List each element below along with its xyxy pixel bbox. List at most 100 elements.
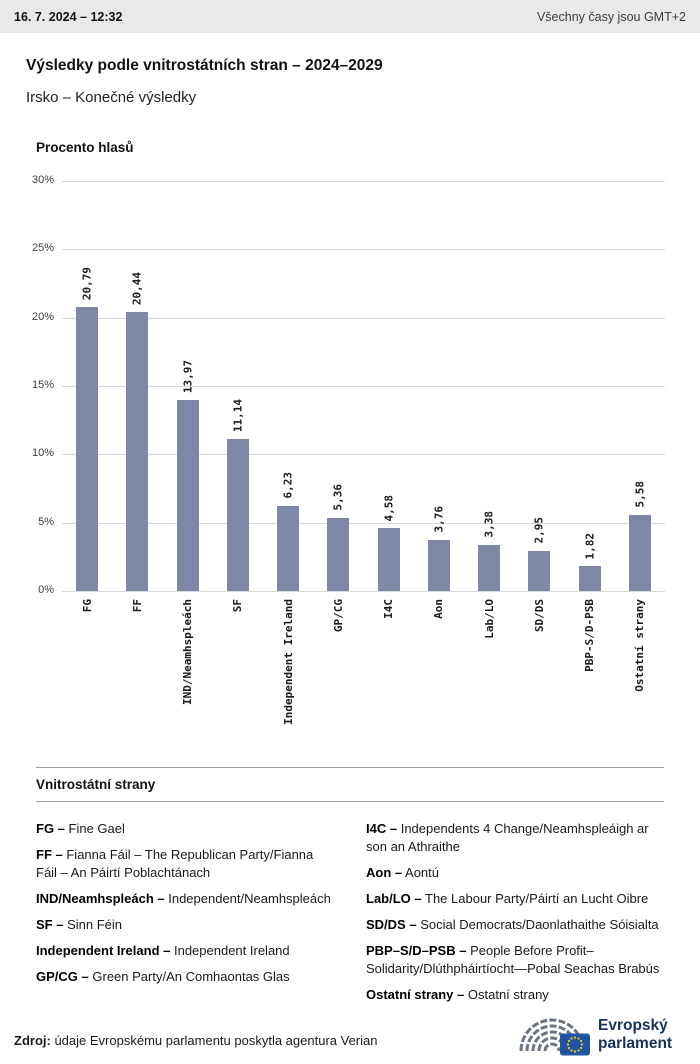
bar-value-label: 6,23 (281, 472, 295, 499)
x-axis-label-text: SD/DS (532, 599, 546, 633)
x-axis-label: Aon (414, 599, 464, 739)
bar (377, 528, 400, 591)
x-axis-label: FF (112, 599, 162, 739)
y-axis-tick: 20% (31, 310, 54, 323)
eu-flag-icon (560, 1033, 590, 1056)
legend-name: Independent Ireland (173, 942, 290, 958)
x-axis-label-text: Lab/LO (482, 599, 496, 639)
bar-value-label: 13,97 (181, 359, 195, 394)
bar-slot: 20,79 (62, 181, 112, 591)
bar-value-label: 1,82 (583, 532, 597, 560)
gridline (62, 181, 665, 182)
page-subtitle: Irsko – Konečné výsledky (26, 89, 197, 106)
legend-item: FG – Fine Gael (36, 820, 334, 838)
y-axis-tick: 15% (31, 379, 54, 391)
x-axis-label-text: SF (231, 599, 245, 613)
bar-slot: 3,76 (414, 181, 464, 591)
legend-name: Independents 4 Change/Neamhspleáigh ar s… (366, 821, 649, 854)
x-axis-label: SD/DS (514, 599, 564, 739)
bar (176, 400, 199, 591)
legend-name: Green Party/An Comhaontas Glas (92, 968, 290, 984)
x-axis-label-text: GP/CG (331, 599, 345, 633)
x-axis-label-text: Independent Ireland (281, 599, 295, 725)
x-axis-label: SF (213, 599, 263, 739)
legend-item: IND/Neamhspleách – Independent/Neamhsple… (36, 890, 334, 908)
legend-abbr: GP/CG – (36, 968, 89, 984)
legend-name: Sinn Féin (67, 916, 123, 932)
x-axis-label: Ostatní strany (615, 599, 665, 739)
bar-value-label: 20,79 (80, 266, 94, 300)
bar-value-label: 11,14 (231, 398, 245, 432)
bar (528, 550, 551, 591)
legend-abbr: Independent Ireland – (36, 942, 171, 958)
gridline (62, 522, 665, 524)
bar-slot: 20,44 (112, 181, 162, 591)
legend-item: Lab/LO – The Labour Party/Páirtí an Luch… (366, 890, 664, 908)
gridline (62, 317, 665, 319)
legend-abbr: SD/DS – (366, 916, 417, 932)
bar-slot: 3,38 (464, 181, 514, 591)
bar-value-label: 5,36 (331, 484, 345, 511)
legend-item: PBP–S/D–PSB – People Before Profit–Solid… (366, 942, 664, 978)
bar-chart: 20,79 20,44 13,97 11,14 6,23 5,36 4,58 3,76 3,38… (0, 171, 700, 731)
legend-name: Fine Gael (68, 821, 125, 836)
legend-column-right: I4C – Independents 4 Change/Neamhspleáig… (366, 820, 664, 1012)
topbar-datetime: 16. 7. 2024 – 12:32 (14, 9, 123, 24)
legend-abbr: IND/Neamhspleách – (36, 890, 165, 906)
logo-text: Evropský parlament (598, 1017, 672, 1052)
bar (578, 566, 601, 591)
legend-name: The Labour Party/Páirtí an Lucht Oibre (425, 890, 649, 906)
legend-item: GP/CG – Green Party/An Comhaontas Glas (36, 968, 334, 986)
x-axis-label-text: Ostatní strany (633, 599, 647, 692)
x-axis-label-text: PBP-S/D-PSB (583, 599, 597, 672)
legend-abbr: I4C – (366, 821, 398, 836)
bar-slot: 4,58 (364, 181, 414, 591)
legend-item: Aon – Aontú (366, 864, 664, 882)
x-axis-label: FG (62, 599, 112, 739)
bar (226, 438, 249, 591)
bar-slot: 11,14 (213, 181, 263, 591)
x-axis-label: PBP-S/D-PSB (565, 599, 615, 739)
legend-item: FF – Fianna Fáil – The Republican Party/… (36, 846, 334, 882)
gridline (62, 386, 665, 387)
page-title: Výsledky podle vnitrostátních stran – 20… (26, 57, 383, 74)
bar-slot: 1,82 (565, 181, 615, 591)
bar-value-label: 3,76 (432, 506, 446, 533)
x-axis-label: Lab/LO (464, 599, 514, 739)
y-axis-tick: 5% (38, 515, 54, 528)
title-block: Výsledky podle vnitrostátních stran – 20… (26, 57, 674, 106)
legend-item: Ostatní strany – Ostatní strany (366, 986, 664, 1004)
legend-name: Social Democrats/Daonlathaithe Sóisialta (420, 916, 659, 932)
legend-abbr: Lab/LO – (366, 890, 422, 906)
x-axis-label: Independent Ireland (263, 599, 313, 739)
bar (628, 514, 651, 591)
bar-slot: 5,58 (615, 181, 665, 591)
x-axis-label-text: FG (80, 599, 94, 613)
legend-item: SD/DS – Social Democrats/Daonlathaithe S… (366, 916, 664, 934)
legend-abbr: Aon – (366, 864, 403, 880)
bar (76, 306, 99, 591)
gridline (62, 249, 665, 251)
timezone-note: Všechny časy jsou GMT+2 (536, 9, 686, 24)
legend-abbr: FG – (36, 821, 65, 836)
legend-column-left: FG – Fine Gael FF – Fianna Fáil – The Rep… (36, 820, 334, 1012)
legend-abbr: PBP–S/D–PSB – (366, 942, 467, 958)
bar-value-label: 3,38 (482, 511, 496, 538)
y-axis-tick: 30% (31, 174, 54, 186)
x-axis-label-text: IND/Neamhspleách (181, 599, 195, 705)
topbar: 16. 7. 2024 – 12:32 Všechny časy jsou GM… (0, 0, 700, 33)
bar (478, 544, 501, 591)
bar-value-label: 4,58 (382, 494, 396, 522)
legend-heading: Vnitrostátní strany (36, 767, 664, 802)
y-axis-tick: 25% (31, 242, 54, 255)
bar-value-label: 5,58 (633, 481, 647, 508)
legend-item: SF – Sinn Féin (36, 916, 334, 934)
bar-slot: 5,36 (313, 181, 363, 591)
bar (327, 517, 350, 591)
x-axis-label-text: Aon (432, 599, 446, 619)
gridline (62, 454, 665, 456)
source-label: Zdroj: (14, 1033, 51, 1048)
chart-title: Procento hlasů (36, 140, 134, 155)
source-note: Zdroj: údaje Evropskému parlamentu posky… (14, 1033, 377, 1048)
legend-abbr: Ostatní strany – (366, 986, 465, 1002)
